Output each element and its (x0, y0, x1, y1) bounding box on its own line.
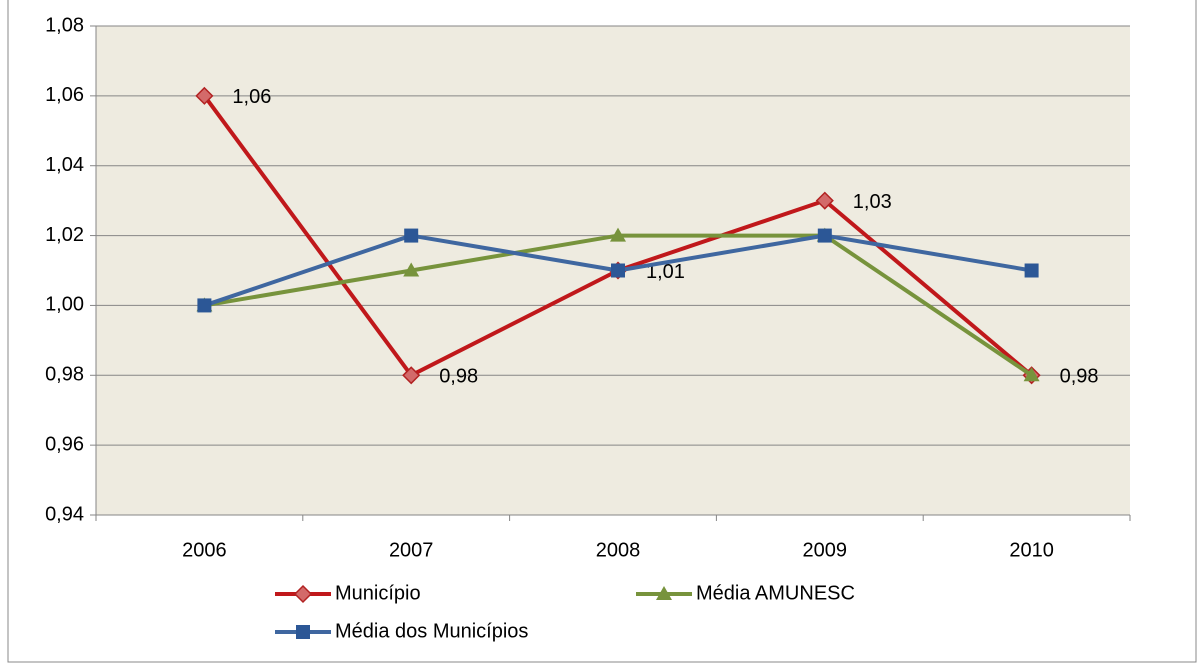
point-marker (1023, 367, 1040, 382)
y-tick-label: 0,94 (45, 503, 84, 525)
point-marker (817, 228, 832, 243)
y-tick-label: 1,04 (45, 154, 84, 176)
point-marker (197, 298, 212, 313)
legend-marker (656, 586, 672, 600)
y-tick-label: 0,96 (45, 433, 84, 455)
data-label: 0,98 (1060, 366, 1099, 388)
point-marker (402, 366, 421, 385)
legend-marker (296, 625, 310, 639)
x-tick-label: 2009 (803, 539, 848, 561)
y-tick-label: 1,02 (45, 224, 84, 246)
point-marker (403, 262, 420, 277)
legend-label: Média AMUNESC (696, 582, 855, 604)
x-tick-label: 2007 (389, 539, 434, 561)
x-tick-label: 2010 (1009, 539, 1054, 561)
y-tick-label: 0,98 (45, 364, 84, 386)
point-marker (815, 191, 834, 210)
legend-label: Município (335, 582, 421, 604)
legend-marker (293, 584, 313, 604)
point-marker (1024, 263, 1039, 278)
point-marker (404, 228, 419, 243)
y-tick-label: 1,00 (45, 294, 84, 316)
x-tick-label: 2008 (596, 539, 641, 561)
legend-label: Média dos Municípios (335, 620, 528, 642)
y-tick-label: 1,06 (45, 84, 84, 106)
y-tick-label: 1,08 (45, 14, 84, 36)
x-tick-label: 2006 (182, 539, 227, 561)
point-marker (610, 227, 626, 242)
data-label: 0,98 (439, 366, 478, 388)
data-label: 1,06 (232, 86, 271, 108)
data-label: 1,03 (853, 191, 892, 213)
point-marker (611, 263, 625, 278)
data-label: 1,01 (646, 261, 685, 283)
point-marker (195, 86, 214, 105)
